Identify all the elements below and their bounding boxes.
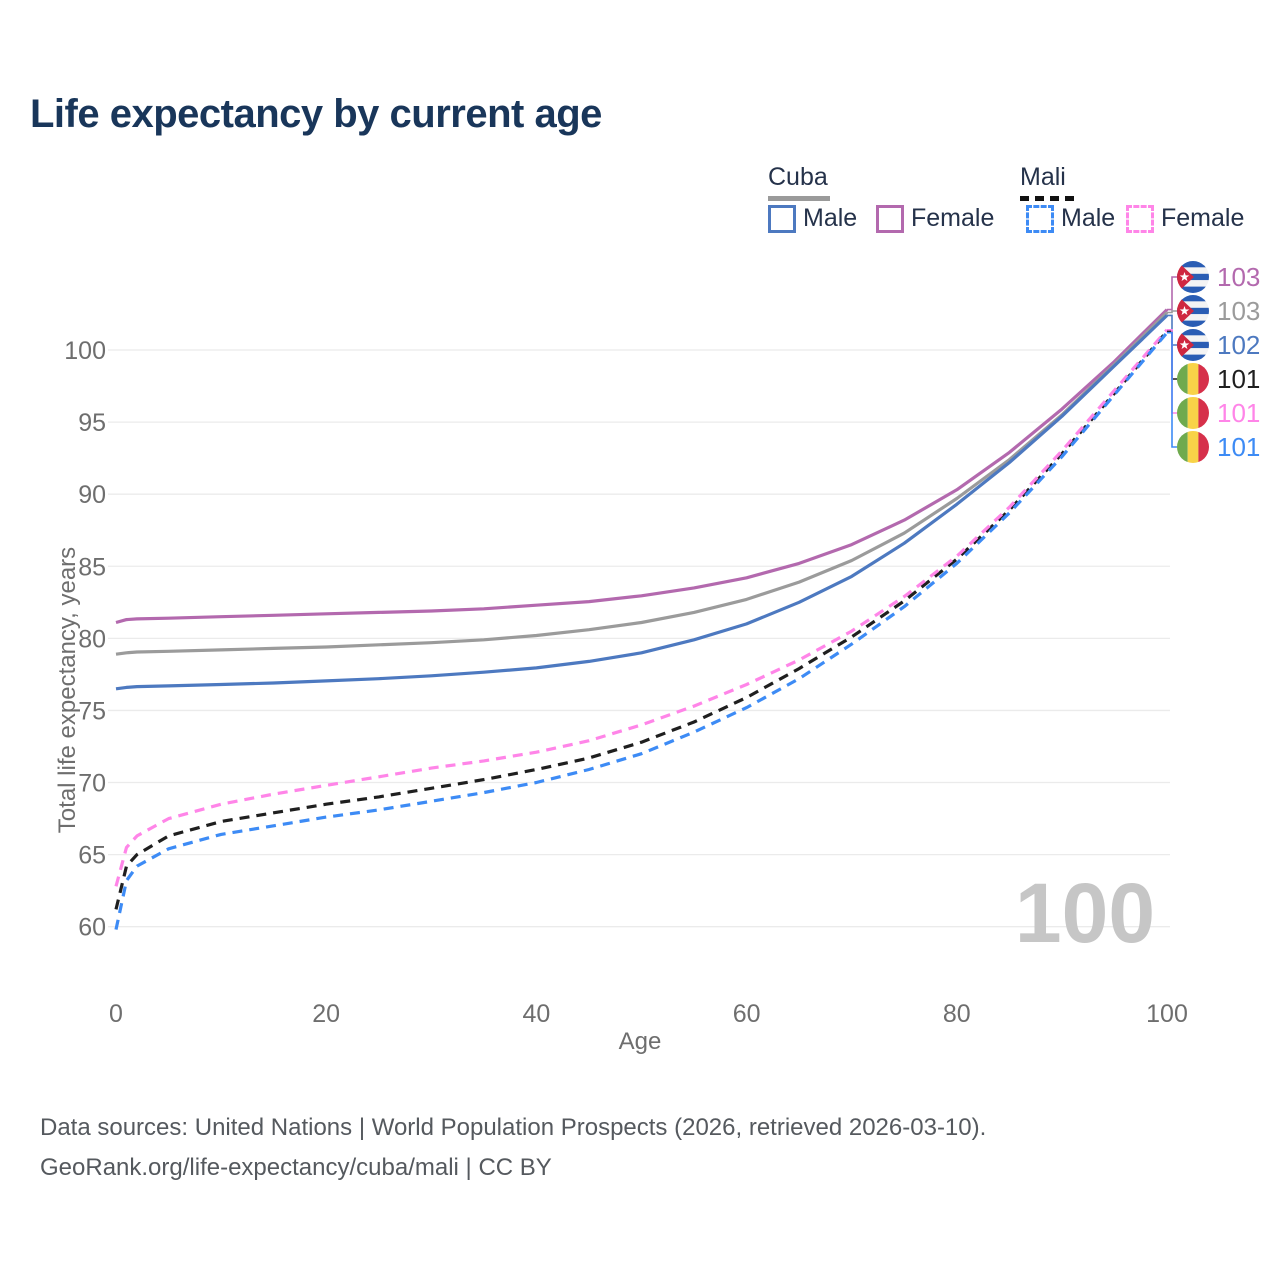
end-label-mali-female: 101 — [1177, 397, 1260, 429]
y-tick-label: 85 — [78, 553, 106, 581]
x-tick-label: 0 — [109, 1000, 123, 1028]
mali-flag-icon — [1177, 363, 1209, 395]
x-tick-label: 80 — [943, 1000, 971, 1028]
legend-item-cuba-female[interactable]: Female — [876, 204, 994, 233]
cuba-flag-icon — [1177, 295, 1209, 327]
y-tick-label: 70 — [78, 770, 106, 798]
x-tick-label: 40 — [522, 1000, 550, 1028]
mali-male-swatch-icon — [1026, 204, 1054, 233]
connector — [1167, 310, 1177, 314]
cuba-flag-icon — [1177, 329, 1209, 361]
end-label-cuba-female: 103 — [1177, 261, 1260, 293]
end-value-label: 103 — [1217, 295, 1261, 326]
legend-label: Male — [1061, 204, 1116, 232]
legend-item-mali-male[interactable]: Male — [1026, 204, 1115, 233]
cuba-flag-icon — [1177, 261, 1209, 293]
series-line-mali-female — [114, 328, 1169, 887]
x-tick-label: 60 — [733, 1000, 761, 1028]
end-label-cuba-male: 102 — [1177, 329, 1260, 361]
axis-tick-labels: 60 65 70 75 80 85 90 95 100 0 20 40 60 80 100 — [64, 337, 1188, 1028]
legend-mali-title: Mali — [1020, 163, 1066, 191]
mali-flag-icon — [1177, 397, 1209, 429]
legend-label: Female — [911, 204, 995, 232]
end-value-label: 103 — [1217, 261, 1261, 292]
y-axis-title: Total life expectancy, years — [54, 546, 81, 834]
end-label-mali-both: 101 — [1177, 363, 1260, 395]
y-tick-label: 100 — [64, 337, 106, 365]
cuba-solid-line-swatch — [768, 196, 830, 201]
end-value-label: 102 — [1217, 329, 1261, 360]
gridlines — [108, 349, 1170, 928]
cuba-male-swatch-icon — [768, 204, 796, 233]
footer-sources-line: Data sources: United Nations | World Pop… — [40, 1114, 987, 1141]
y-tick-label: 80 — [78, 625, 106, 653]
footer: Data sources: United Nations | World Pop… — [40, 1108, 986, 1188]
connector — [1167, 276, 1177, 311]
legend-label: Female — [1161, 204, 1245, 232]
legend-item-mali-female[interactable]: Female — [1126, 204, 1244, 233]
series-line-cuba-male — [115, 314, 1169, 691]
legend-label: Male — [803, 204, 858, 232]
connector — [1167, 331, 1177, 448]
series-line-mali-both — [114, 330, 1169, 910]
mali-flag-icon — [1177, 431, 1209, 463]
footer-attribution-line: GeoRank.org/life-expectancy/cuba/mali | … — [40, 1154, 552, 1181]
x-tick-label: 100 — [1146, 1000, 1188, 1028]
mali-dashed-line-swatch — [1020, 196, 1078, 201]
x-axis-title: Age — [618, 1028, 662, 1055]
end-label-mali-male: 101 — [1177, 431, 1260, 463]
page-title: Life expectancy by current age — [30, 92, 602, 136]
legend-item-cuba-male[interactable]: Male — [768, 204, 857, 233]
series-line-mali-male — [114, 331, 1169, 930]
mali-female-swatch-icon — [1126, 204, 1154, 233]
end-label-cuba-both: 103 — [1177, 295, 1260, 327]
legend-cuba-title: Cuba — [768, 163, 828, 191]
series-line-cuba-both — [115, 311, 1169, 656]
end-value-label: 101 — [1217, 397, 1261, 428]
y-tick-label: 65 — [78, 842, 106, 870]
y-tick-label: 60 — [78, 914, 106, 942]
x-tick-label: 20 — [312, 1000, 340, 1028]
watermark-100: 100 — [1015, 866, 1155, 960]
series-line-cuba-female — [115, 308, 1169, 625]
y-tick-label: 75 — [78, 697, 106, 725]
end-label-connectors — [1167, 276, 1177, 448]
end-value-label: 101 — [1217, 431, 1261, 462]
series-lines — [114, 308, 1169, 930]
end-value-label: 101 — [1217, 363, 1261, 394]
y-tick-label: 95 — [78, 409, 106, 437]
y-tick-label: 90 — [78, 481, 106, 509]
cuba-female-swatch-icon — [876, 204, 904, 233]
